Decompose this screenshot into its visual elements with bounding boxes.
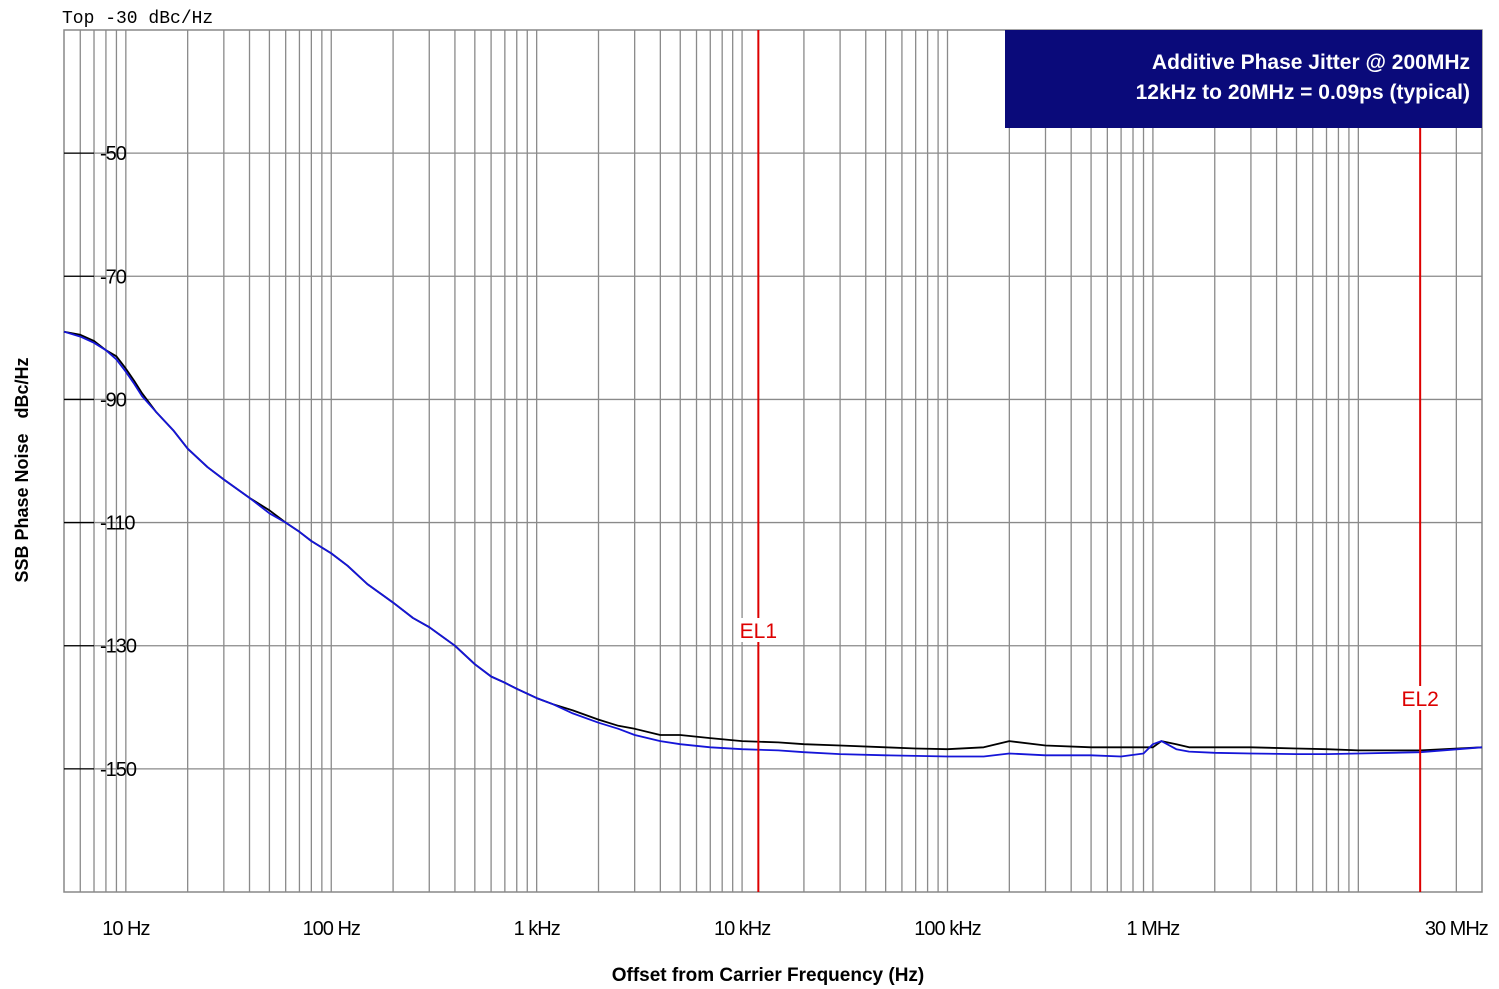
x-axis-ticks: 10 Hz 100 Hz 1 kHz 10 kHz 100 kHz 1 MHz 30 MHz xyxy=(102,918,1489,940)
y-tick-label: -70 xyxy=(100,266,127,288)
marker-label-bg xyxy=(1397,686,1444,710)
x-axis-title: Offset from Carrier Frequency (Hz) xyxy=(612,965,925,986)
marker-label-el1: EL1 xyxy=(740,620,777,643)
series-lines xyxy=(63,330,1483,758)
marker-label-bg xyxy=(735,618,782,642)
x-tick-label: 1 MHz xyxy=(1127,918,1180,940)
x-tick-label: 100 kHz xyxy=(914,918,980,940)
x-tick-label: 100 Hz xyxy=(303,918,360,940)
y-tick-label: -130 xyxy=(100,636,137,658)
y-axis-ticks: -50 -70 -90 -110 -130 -150 xyxy=(64,143,138,781)
series-line-2 xyxy=(63,330,1483,758)
y-axis-title: SSB Phase Noise dBc/Hz xyxy=(12,357,32,582)
y-tick-label: -110 xyxy=(100,513,135,535)
grid xyxy=(64,30,1482,892)
jitter-annotation-box: Additive Phase Jitter @ 200MHz 12kHz to … xyxy=(1005,30,1482,128)
y-tick-label: -150 xyxy=(100,759,137,781)
x-tick-label: 30 MHz xyxy=(1425,918,1488,940)
top-reference-label: Top -30 dBc/Hz xyxy=(62,9,213,29)
x-tick-label: 10 kHz xyxy=(714,918,770,940)
annotation-line-2: 12kHz to 20MHz = 0.09ps (typical) xyxy=(1135,81,1470,104)
y-tick-label: -90 xyxy=(100,389,127,411)
series-line-1 xyxy=(63,330,1483,752)
y-tick-label: -50 xyxy=(100,143,127,165)
x-tick-label: 1 kHz xyxy=(514,918,560,940)
marker-label-el2: EL2 xyxy=(1401,688,1438,711)
marker-lines: EL1 EL2 xyxy=(735,30,1444,892)
x-tick-label: 10 Hz xyxy=(102,918,149,940)
plot-frame xyxy=(63,29,1483,893)
annotation-line-1: Additive Phase Jitter @ 200MHz xyxy=(1151,51,1470,74)
